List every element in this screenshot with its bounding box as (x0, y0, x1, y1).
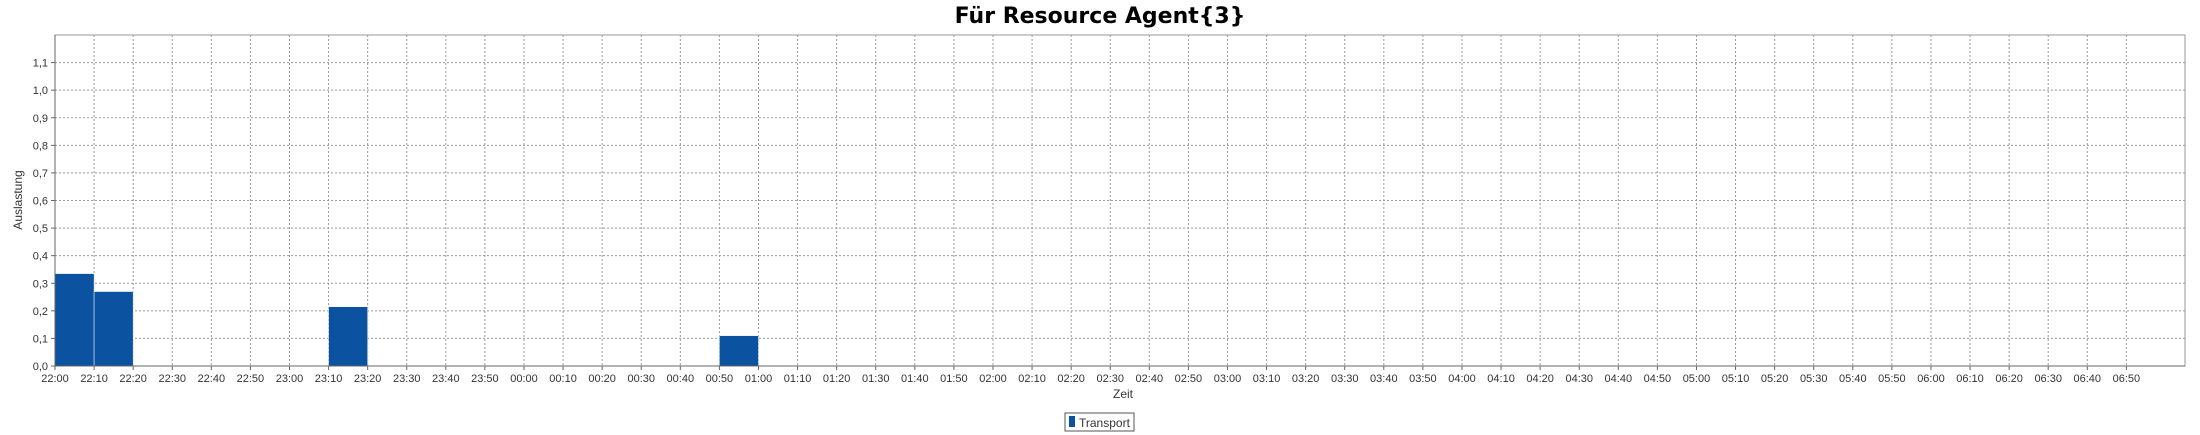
y-ticks: 0,0 0,1 0,2 0,3 0,4 0,5 0,6 0,7 0,8 0,9 1,0 1,1 (33, 58, 55, 373)
legend-box (1064, 412, 1135, 432)
x-tick-label: 03:10 (1253, 373, 1281, 385)
x-tick-label: 03:00 (1214, 373, 1242, 385)
x-tick-label: 04:30 (1565, 373, 1593, 385)
x-tick-label: 06:50 (2113, 373, 2141, 385)
y-tick-label: 1,0 (33, 85, 48, 97)
x-tick-label: 04:10 (1487, 373, 1515, 385)
y-tick-label: 0,6 (33, 196, 48, 208)
x-tick-label: 01:50 (940, 373, 968, 385)
x-tick-label: 01:30 (862, 373, 890, 385)
x-tick-label: 03:40 (1370, 373, 1398, 385)
x-tick-label: 23:40 (432, 373, 460, 385)
legend-swatch (1069, 416, 1075, 427)
x-tick-label: 04:40 (1605, 373, 1633, 385)
x-tick-label: 23:30 (393, 373, 421, 385)
x-ticks: 22:00 22:10 22:20 22:30 22:40 22:50 23:00 23:10… (41, 366, 2140, 385)
x-tick-label: 05:30 (1800, 373, 1828, 385)
x-axis-label: Zeit (1113, 387, 1134, 401)
x-tick-label: 05:50 (1878, 373, 1906, 385)
bar (328, 306, 368, 367)
x-tick-label: 22:40 (198, 373, 226, 385)
x-tick-label: 22:10 (80, 373, 108, 385)
bar (93, 291, 134, 367)
bar (54, 273, 95, 367)
x-tick-label: 23:50 (471, 373, 499, 385)
x-tick-label: 06:00 (1917, 373, 1945, 385)
legend: Transport (1064, 412, 1135, 432)
x-tick-label: 22:20 (119, 373, 147, 385)
x-tick-label: 06:10 (1956, 373, 1984, 385)
bar (719, 335, 759, 367)
y-tick-label: 0,3 (33, 278, 48, 290)
y-tick-label: 0,7 (33, 168, 48, 180)
x-tick-label: 22:50 (237, 373, 265, 385)
y-tick-label: 0,1 (33, 333, 48, 345)
x-tick-label: 06:20 (1995, 373, 2023, 385)
x-tick-label: 02:40 (1136, 373, 1164, 385)
x-tick-label: 05:20 (1761, 373, 1789, 385)
chart-title: Für Resource Agent{3} (955, 4, 1246, 29)
y-tick-label: 0,0 (33, 361, 48, 373)
x-tick-label: 04:50 (1644, 373, 1672, 385)
x-tick-label: 03:50 (1409, 373, 1437, 385)
x-tick-label: 03:20 (1292, 373, 1320, 385)
x-tick-label: 02:10 (1018, 373, 1046, 385)
x-tick-label: 03:30 (1331, 373, 1359, 385)
x-tick-label: 04:20 (1526, 373, 1554, 385)
x-tick-label: 04:00 (1448, 373, 1476, 385)
bars (54, 273, 759, 367)
y-tick-label: 0,8 (33, 140, 48, 152)
x-tick-label: 05:10 (1722, 373, 1750, 385)
x-tick-label: 00:50 (706, 373, 734, 385)
y-tick-label: 0,4 (33, 251, 48, 263)
x-tick-label: 05:00 (1683, 373, 1711, 385)
x-tick-label: 02:00 (979, 373, 1007, 385)
x-tick-label: 23:10 (315, 373, 343, 385)
x-tick-label: 02:20 (1057, 373, 1085, 385)
x-tick-label: 06:30 (2034, 373, 2062, 385)
x-tick-label: 00:30 (627, 373, 655, 385)
x-tick-label: 00:20 (588, 373, 616, 385)
y-tick-label: 0,9 (33, 113, 48, 125)
y-tick-label: 0,2 (33, 306, 48, 318)
x-tick-label: 22:30 (158, 373, 186, 385)
grid (55, 35, 2185, 366)
y-axis-label: Auslastung (11, 170, 25, 229)
x-tick-label: 06:40 (2074, 373, 2102, 385)
x-tick-label: 01:00 (745, 373, 773, 385)
x-tick-label: 23:20 (354, 373, 382, 385)
x-tick-label: 00:40 (667, 373, 695, 385)
x-tick-label: 00:00 (510, 373, 538, 385)
y-tick-label: 1,1 (33, 58, 48, 70)
x-tick-label: 02:30 (1096, 373, 1124, 385)
x-tick-label: 23:00 (276, 373, 304, 385)
x-tick-label: 01:10 (784, 373, 812, 385)
x-tick-label: 01:20 (823, 373, 851, 385)
x-tick-label: 01:40 (901, 373, 929, 385)
x-tick-label: 00:10 (549, 373, 577, 385)
x-tick-label: 02:50 (1175, 373, 1203, 385)
x-tick-label: 22:00 (41, 373, 69, 385)
x-tick-label: 05:40 (1839, 373, 1867, 385)
y-tick-label: 0,5 (33, 223, 48, 235)
legend-label: Transport (1079, 416, 1131, 430)
